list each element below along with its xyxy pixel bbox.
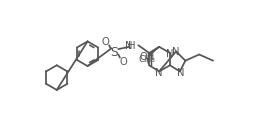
Text: H: H <box>128 41 136 51</box>
Text: S: S <box>111 46 118 58</box>
Text: N: N <box>155 68 162 78</box>
Text: N: N <box>124 41 132 51</box>
Text: N: N <box>172 46 180 56</box>
Text: O: O <box>120 57 128 67</box>
Text: N: N <box>166 49 174 58</box>
Text: O: O <box>101 37 109 47</box>
Text: CH₃: CH₃ <box>138 54 155 63</box>
Text: N: N <box>177 68 184 78</box>
Text: OH: OH <box>140 52 155 62</box>
